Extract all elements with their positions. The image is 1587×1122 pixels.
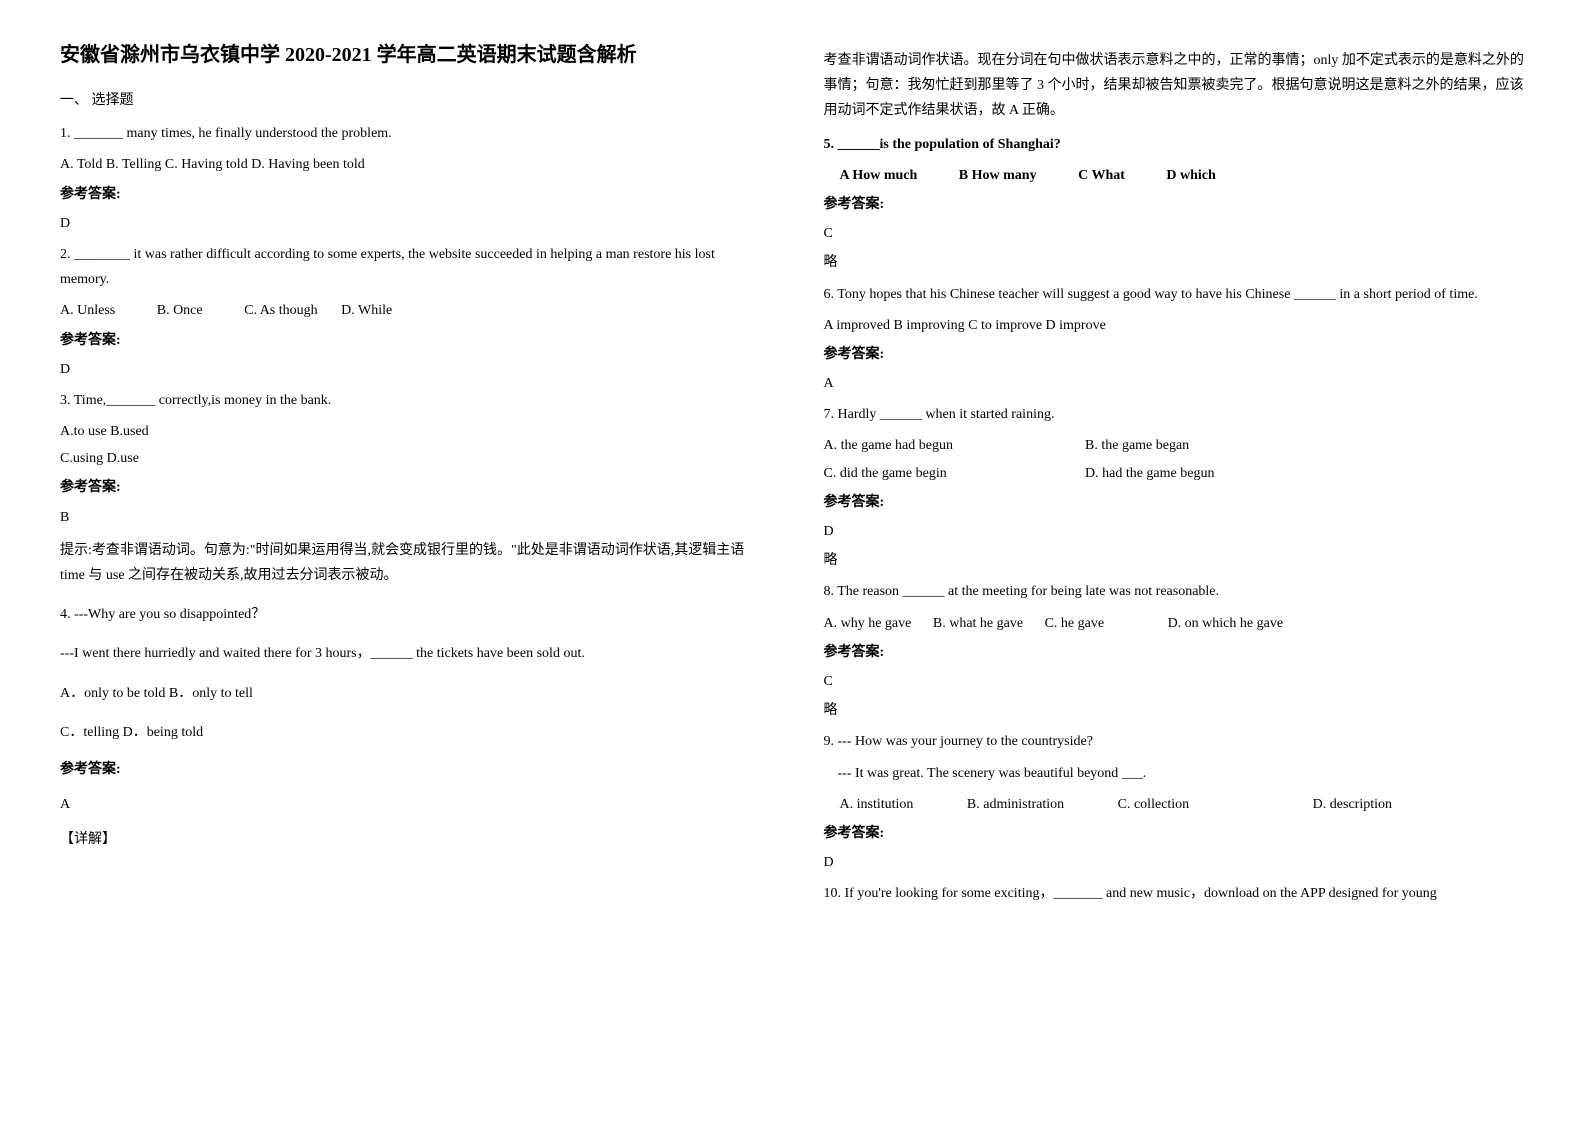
q2-opt-d: D. While <box>341 298 392 323</box>
q5-answer: C <box>824 221 1528 246</box>
q9-ans-label: 参考答案: <box>824 821 1528 846</box>
q2-opt-c: C. As though <box>244 298 318 323</box>
q6-ans-label: 参考答案: <box>824 342 1528 367</box>
q9-opt-a: A. institution <box>840 792 914 817</box>
q4-detail-label: 【详解】 <box>60 827 764 852</box>
q8-note: 略 <box>824 698 1528 723</box>
q7-opt-b: B. the game began <box>1085 433 1189 458</box>
q1-options: A. Told B. Telling C. Having told D. Hav… <box>60 152 764 177</box>
q9-line2: --- It was great. The scenery was beauti… <box>824 761 1528 786</box>
q3-options-line1: A.to use B.used <box>60 419 764 444</box>
q9-opt-b: B. administration <box>967 792 1064 817</box>
q9-opt-d: D. description <box>1313 792 1392 817</box>
q5-ans-label: 参考答案: <box>824 192 1528 217</box>
q7-options-line1: A. the game had begun B. the game began <box>824 433 1528 458</box>
right-column: 考查非谓语动词作状语。现在分词在句中做状语表示意料之中的，正常的事情；only … <box>824 40 1528 912</box>
q2-stem: 2. ________ it was rather difficult acco… <box>60 242 764 292</box>
q3-stem: 3. Time,_______ correctly,is money in th… <box>60 388 764 413</box>
q6-answer: A <box>824 371 1528 396</box>
q9-options: A. institution B. administration C. coll… <box>824 792 1528 817</box>
q2-answer: D <box>60 357 764 382</box>
q2-opt-a: A. Unless <box>60 298 115 323</box>
section-heading: 一、 选择题 <box>60 88 764 113</box>
q8-opt-c: C. he gave <box>1045 611 1104 636</box>
q2-options: A. Unless B. Once C. As though D. While <box>60 298 764 323</box>
q7-note: 略 <box>824 548 1528 573</box>
q5-stem: 5. ______is the population of Shanghai? <box>824 132 1528 157</box>
q3-explanation: 提示:考查非谓语动词。句意为:"时间如果运用得当,就会变成银行里的钱。"此处是非… <box>60 538 764 588</box>
q7-ans-label: 参考答案: <box>824 490 1528 515</box>
q4-line2: ---I went there hurriedly and waited the… <box>60 641 764 666</box>
q7-opt-c: C. did the game begin <box>824 461 1044 486</box>
q1-answer: D <box>60 211 764 236</box>
q4-ans-label: 参考答案: <box>60 757 764 782</box>
doc-title: 安徽省滁州市乌衣镇中学 2020-2021 学年高二英语期末试题含解析 <box>60 40 764 70</box>
q7-opt-a: A. the game had begun <box>824 433 1044 458</box>
q5-opt-c: C What <box>1078 163 1125 188</box>
q3-ans-label: 参考答案: <box>60 475 764 500</box>
q8-opt-b: B. what he gave <box>933 611 1023 636</box>
q5-options: A How much B How many C What D which <box>824 163 1528 188</box>
q8-answer: C <box>824 669 1528 694</box>
q9-answer: D <box>824 850 1528 875</box>
q1-ans-label: 参考答案: <box>60 182 764 207</box>
q3-options-line2: C.using D.use <box>60 446 764 471</box>
q6-stem: 6. Tony hopes that his Chinese teacher w… <box>824 282 1528 307</box>
q1-stem: 1. _______ many times, he finally unders… <box>60 121 764 146</box>
q2-ans-label: 参考答案: <box>60 328 764 353</box>
q6-options: A improved B improving C to improve D im… <box>824 313 1528 338</box>
q4-line1: 4. ---Why are you so disappointed？ <box>60 602 764 627</box>
q8-options: A. why he gave B. what he gave C. he gav… <box>824 611 1528 636</box>
q9-line1: 9. --- How was your journey to the count… <box>824 729 1528 754</box>
q4-options-line2: C．telling D．being told <box>60 720 764 745</box>
q7-answer: D <box>824 519 1528 544</box>
q2-opt-b: B. Once <box>157 298 203 323</box>
q4-explanation: 考查非谓语动词作状语。现在分词在句中做状语表示意料之中的，正常的事情；only … <box>824 48 1528 124</box>
q7-stem: 7. Hardly ______ when it started raining… <box>824 402 1528 427</box>
q9-opt-c: C. collection <box>1118 792 1190 817</box>
q5-opt-d: D which <box>1166 163 1215 188</box>
q5-note: 略 <box>824 250 1528 275</box>
q10-stem: 10. If you're looking for some exciting，… <box>824 881 1528 906</box>
q8-opt-d: D. on which he gave <box>1168 611 1283 636</box>
q8-opt-a: A. why he gave <box>824 611 912 636</box>
left-column: 安徽省滁州市乌衣镇中学 2020-2021 学年高二英语期末试题含解析 一、 选… <box>60 40 764 912</box>
q7-opt-d: D. had the game begun <box>1085 461 1214 486</box>
q7-options-line2: C. did the game begin D. had the game be… <box>824 461 1528 486</box>
q8-ans-label: 参考答案: <box>824 640 1528 665</box>
q5-opt-a: A How much <box>840 163 918 188</box>
q5-opt-b: B How many <box>959 163 1037 188</box>
q4-answer: A <box>60 792 764 817</box>
q8-stem: 8. The reason ______ at the meeting for … <box>824 579 1528 604</box>
q3-answer: B <box>60 505 764 530</box>
q4-options-line1: A．only to be told B．only to tell <box>60 681 764 706</box>
